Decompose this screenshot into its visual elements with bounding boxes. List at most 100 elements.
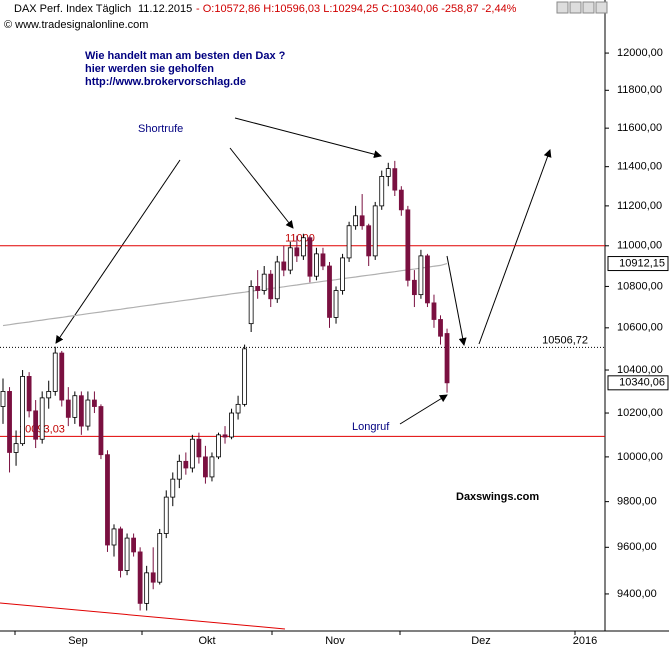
candle-body xyxy=(176,460,182,480)
candle-body xyxy=(124,537,130,571)
candle-body xyxy=(425,255,430,304)
candle-body xyxy=(398,189,404,211)
y-tick-label: 10600,00 xyxy=(617,322,663,334)
annotation: Wie handelt man am besten den Dax ? xyxy=(85,50,286,62)
button[interactable] xyxy=(569,1,582,14)
candle-body xyxy=(222,434,228,438)
candle-body xyxy=(327,265,332,318)
candle-body xyxy=(431,302,437,320)
candle-body xyxy=(281,261,287,271)
button[interactable] xyxy=(595,1,608,14)
candle-body xyxy=(261,273,267,291)
candle-body xyxy=(13,443,19,453)
candle-body xyxy=(26,376,32,412)
candle-body xyxy=(392,168,398,191)
y-tick-label: 11800,00 xyxy=(617,84,662,96)
candle-body xyxy=(118,528,123,571)
y-tick-label: 11400,00 xyxy=(617,161,662,173)
candle-body xyxy=(314,253,319,277)
trend-line xyxy=(0,602,286,630)
candle-body xyxy=(92,399,97,407)
candle-body xyxy=(294,247,300,257)
y-tick-label: 9800,00 xyxy=(617,496,657,508)
candle-body xyxy=(242,348,248,405)
candle-body xyxy=(405,209,411,281)
candle-body xyxy=(7,391,12,453)
y-tick-label: 10000,00 xyxy=(617,451,663,463)
line-label: 10506,72 xyxy=(542,334,588,346)
candle-body xyxy=(209,456,215,478)
annotation: Longruf xyxy=(352,421,390,433)
annotation: Shortrufe xyxy=(138,123,183,135)
candle-body xyxy=(144,572,150,604)
y-tick-label: 10200,00 xyxy=(617,407,663,419)
candle-body xyxy=(183,460,189,469)
candle-body xyxy=(46,391,52,399)
candle-body xyxy=(20,376,25,445)
source: © www.tradesignalonline.com xyxy=(4,19,148,31)
candle-body xyxy=(379,176,385,207)
candle-body xyxy=(111,528,117,546)
candle-body xyxy=(137,551,143,604)
candle-body xyxy=(366,225,372,257)
y-tick-label: 11600,00 xyxy=(617,122,662,134)
annotation: http://www.brokervorschlag.de xyxy=(85,76,246,88)
moving-average xyxy=(2,262,448,327)
y-tick-label: 11200,00 xyxy=(617,200,662,212)
chart-title: DAX Perf. Index Täglich xyxy=(14,3,131,15)
candle-body xyxy=(268,273,274,300)
candle-body xyxy=(300,237,306,257)
chart-date: 11.12.2015 xyxy=(138,3,192,15)
candle-body xyxy=(98,406,104,456)
candle-body xyxy=(418,255,424,296)
candle-body xyxy=(385,168,391,177)
candle-body xyxy=(229,412,234,438)
candle-body xyxy=(52,352,58,392)
candle-body xyxy=(372,205,378,257)
candle-body xyxy=(359,215,365,227)
candle-body xyxy=(131,537,137,553)
candle-body xyxy=(287,247,293,271)
button[interactable] xyxy=(582,1,595,14)
price-label: 10340,06 xyxy=(619,377,665,389)
candle-body xyxy=(150,572,156,583)
price-box xyxy=(607,375,669,391)
x-tick-label: Nov xyxy=(325,635,345,647)
candle-body xyxy=(411,279,417,296)
button[interactable] xyxy=(556,1,569,14)
x-tick-label: Dez xyxy=(471,635,491,647)
candle-body xyxy=(59,352,65,401)
candle-body xyxy=(438,319,443,337)
annotation: hier werden sie geholfen xyxy=(85,63,214,75)
candle-body xyxy=(320,253,326,267)
y-tick-label: 9600,00 xyxy=(617,541,657,553)
chart-quote: - O:10572,86 H:10596,03 L:10294,25 C:103… xyxy=(196,3,517,15)
candle-body xyxy=(196,438,202,458)
x-tick-label: 2016 xyxy=(573,635,597,647)
y-tick-label: 10400,00 xyxy=(617,364,663,376)
candle-body xyxy=(216,434,221,458)
candle-body xyxy=(157,533,163,583)
x-tick-label: Okt xyxy=(198,635,215,647)
price-box xyxy=(607,256,669,272)
candle-body xyxy=(163,496,169,534)
candle-body xyxy=(203,456,208,478)
toolbar xyxy=(556,1,608,14)
candle-body xyxy=(78,395,84,427)
candle-body xyxy=(39,397,45,440)
x-tick-label: Sep xyxy=(68,635,88,647)
annotation: Daxswings.com xyxy=(456,491,539,503)
candle-body xyxy=(255,286,261,291)
candle-body xyxy=(307,237,313,277)
candle-body xyxy=(444,333,450,384)
candle-body xyxy=(248,286,254,325)
candle-body xyxy=(353,215,359,227)
arrows xyxy=(55,117,552,425)
candle-body xyxy=(235,403,241,414)
candle-body xyxy=(85,399,91,427)
candle-body xyxy=(105,454,110,546)
candle-body xyxy=(340,257,345,291)
y-tick-label: 10800,00 xyxy=(617,280,663,292)
candle-body xyxy=(333,290,339,318)
